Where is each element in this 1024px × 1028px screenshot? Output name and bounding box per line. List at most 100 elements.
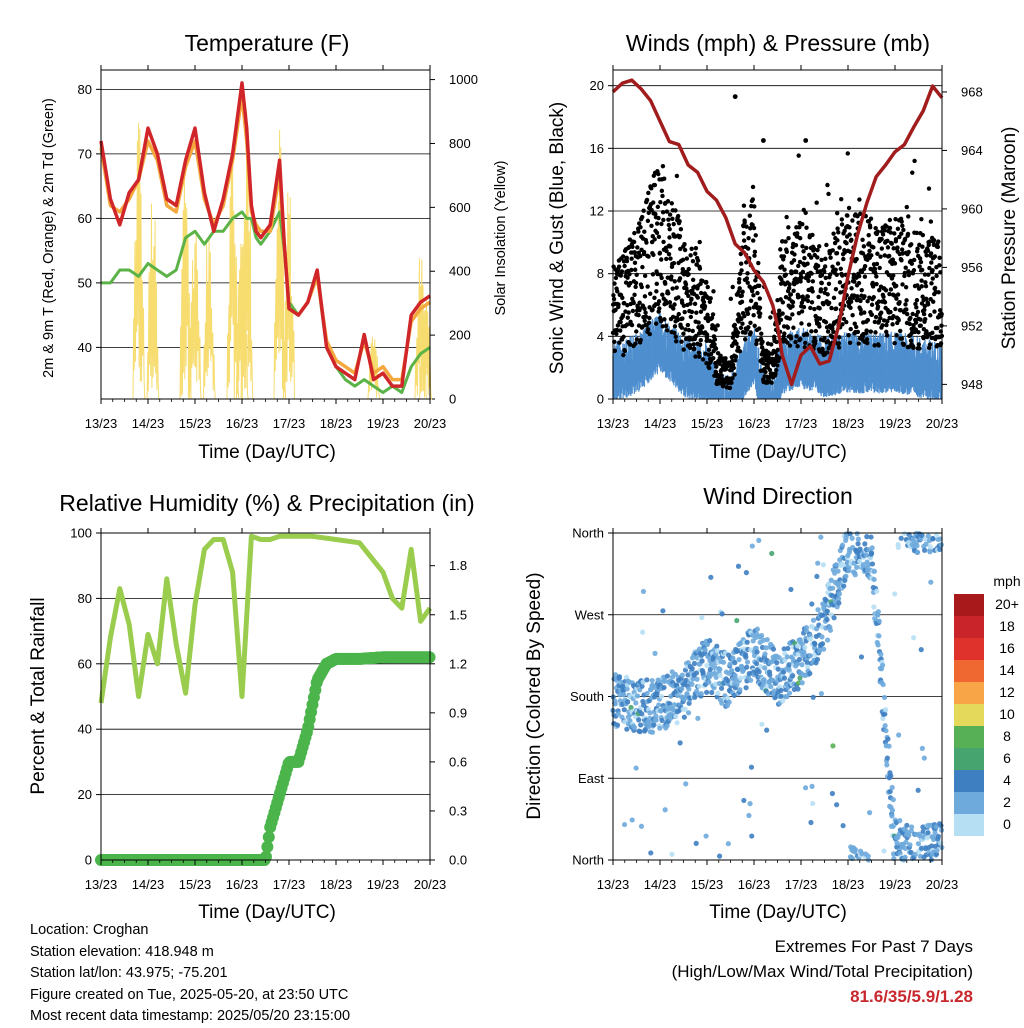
temp-insolation-spike (203, 235, 216, 400)
wind-gust-point (769, 342, 774, 347)
dir-point (840, 562, 846, 568)
wind-gust-point (644, 197, 650, 203)
wind-gust-point (740, 289, 745, 294)
wind-gust-point (692, 346, 697, 352)
dir-point (836, 591, 843, 597)
dir-point (884, 762, 890, 768)
dir-point (667, 701, 673, 707)
rh-xtick-label: 15/23 (179, 877, 212, 892)
wind-gust-point (895, 292, 901, 297)
wind-gust-point (800, 221, 805, 227)
wind-gust-point (645, 327, 651, 332)
wind-gust-point (917, 346, 922, 351)
rh-precip-series (95, 651, 436, 866)
wind-gust-point (799, 321, 804, 326)
dir-point (925, 830, 931, 836)
wind-gust-point (932, 254, 938, 259)
wind-gust-point (922, 272, 928, 277)
rh-y2tick-label: 0.0 (449, 853, 467, 868)
dir-point (931, 834, 937, 840)
wind-gust-point (756, 326, 762, 331)
wind-gust-point (893, 306, 898, 312)
wind-gust-point (688, 314, 694, 320)
wind-gust-point (642, 306, 647, 312)
wind-gust-point (891, 246, 896, 251)
dir-point (781, 675, 788, 681)
wind-gust-point (646, 254, 651, 259)
dir-point (633, 700, 639, 706)
wind-gust-point (624, 258, 630, 264)
wind-gust-point (666, 217, 671, 222)
dir-point (734, 682, 740, 688)
wind-gust-point (815, 247, 820, 253)
wind-gust-point (652, 237, 657, 242)
dir-point (614, 722, 621, 728)
wind-gust-point (847, 232, 852, 237)
wind-gust-point (730, 335, 736, 340)
dir-point (831, 615, 837, 621)
wind-gust-point (791, 288, 796, 294)
dir-point (775, 666, 781, 672)
wind-gust-point (630, 244, 635, 250)
wind-gust-point (920, 294, 925, 299)
dir-point (915, 841, 922, 847)
dir-point (918, 845, 925, 851)
wind-gust-point (871, 295, 876, 300)
wind-gust-point (753, 278, 758, 283)
rh-precip-point (262, 831, 275, 844)
dir-points-series (610, 530, 945, 863)
dir-point (754, 649, 760, 655)
wind-gust-point (703, 351, 708, 356)
wind-gust-point (833, 267, 838, 273)
dir-point (814, 656, 821, 663)
wind-gust-point (748, 298, 754, 304)
dir-point (659, 717, 665, 724)
wind-gust-point (752, 204, 757, 209)
wind-gust-point (903, 285, 909, 290)
dir-point (756, 669, 762, 675)
wind-gust-point (825, 350, 830, 355)
dir-point (799, 662, 805, 668)
dir-point (836, 596, 842, 602)
wind-gust-point (627, 342, 633, 347)
temp-insolation-spike (240, 112, 254, 400)
wind-gust-point (866, 233, 871, 238)
wind-gust-point (892, 340, 897, 346)
wind-gust-point (798, 336, 803, 342)
dir-point (821, 646, 827, 652)
dir-point (744, 664, 750, 670)
dir-point (624, 686, 630, 692)
wind-gust-point (655, 221, 660, 226)
wind-gust-point (841, 316, 847, 322)
dir-point (743, 685, 749, 691)
dir-point (780, 698, 786, 704)
wind-gust-point (649, 208, 654, 213)
wind-gust-point (663, 323, 669, 329)
wind-gust-point (727, 385, 733, 391)
dir-point (894, 844, 900, 850)
wind-gust-point (642, 318, 647, 323)
wind-gust-point (794, 334, 799, 339)
dir-point (840, 823, 846, 829)
dir-point (830, 585, 836, 591)
wind-gust-point (826, 300, 832, 306)
dir-point (932, 829, 938, 836)
wind-gust-point (748, 330, 753, 335)
wind-gust-point (691, 342, 696, 347)
wind-gust-point (899, 258, 904, 263)
wind-gust-point (738, 325, 744, 331)
dir-point (664, 723, 670, 729)
wind-gust-point (650, 234, 655, 239)
wind-gust-point (935, 325, 940, 331)
wind-gust-point (622, 348, 628, 354)
wind-gust-point (739, 316, 744, 322)
wind-gust-point (632, 260, 638, 265)
wind-y2tick-label: 960 (961, 201, 983, 216)
wind-gust-point (734, 333, 740, 339)
wind-gust-point (706, 347, 712, 353)
legend-label: 0 (1003, 816, 1011, 832)
wind-gust-point (924, 296, 929, 302)
wind-gust-series (610, 94, 945, 391)
wind-gust-point (745, 280, 750, 285)
dir-xtick-label: 13/23 (597, 877, 630, 892)
